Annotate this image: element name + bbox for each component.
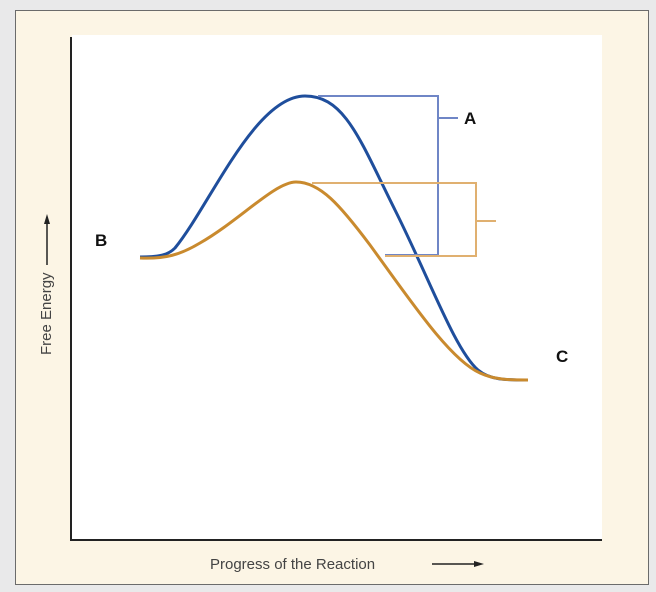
y-axis-arrow-icon: [44, 214, 50, 265]
y-axis-label: Free Energy: [38, 272, 55, 355]
label-b: B: [95, 231, 107, 250]
x-axis-label: Progress of the Reaction: [210, 556, 375, 573]
activation-energy-bracket-catalyzed: [312, 182, 496, 257]
label-c: C: [556, 347, 568, 366]
catalyzed-curve: [139, 180, 529, 382]
x-axis-arrow-icon: [432, 561, 484, 567]
plot-area: [72, 35, 602, 540]
label-a: A: [464, 109, 476, 128]
uncatalyzed-curve: [139, 94, 529, 382]
